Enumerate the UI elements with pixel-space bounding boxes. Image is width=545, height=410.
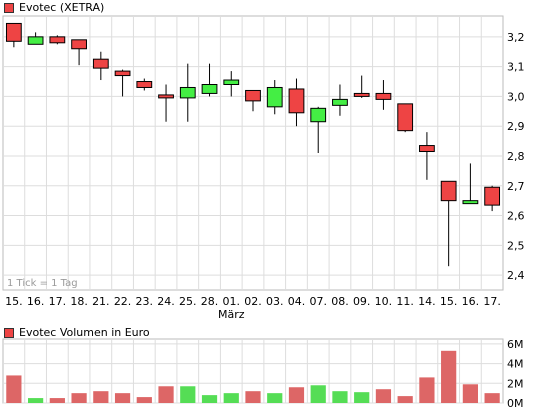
volume-ytick-label: 4M	[507, 358, 524, 371]
x-tick-label: 25.	[179, 295, 197, 308]
price-legend-label: Evotec (XETRA)	[19, 1, 105, 14]
price-ytick-label: 3,0	[507, 90, 525, 103]
volume-bar	[484, 393, 500, 403]
candle-body	[288, 88, 305, 114]
x-tick-label: 17.	[483, 295, 501, 308]
x-tick-label: 28.	[201, 295, 219, 308]
x-tick-label: 23.	[136, 295, 154, 308]
candle-body	[484, 186, 501, 206]
volume-bar	[288, 387, 305, 403]
volume-bar	[462, 384, 478, 403]
candle-body	[158, 94, 174, 99]
candle-body	[114, 70, 131, 77]
price-ytick-label: 2,9	[507, 120, 525, 133]
x-tick-label: 03.	[266, 295, 284, 308]
x-tick-label: 14.	[418, 295, 436, 308]
candle-body	[71, 39, 87, 50]
x-tick-label: 21.	[92, 295, 110, 308]
candle-body	[201, 84, 218, 94]
candle-body	[462, 200, 479, 205]
x-tick-label: 16.	[27, 295, 45, 308]
volume-bar	[201, 395, 218, 403]
candle-body	[245, 89, 261, 102]
volume-legend-swatch	[4, 327, 14, 338]
candle-body	[440, 180, 457, 202]
volume-legend-label: Evotec Volumen in Euro	[19, 326, 150, 339]
volume-bar	[28, 398, 44, 403]
x-tick-label: 15.	[5, 295, 23, 308]
price-plot-frame	[2, 15, 504, 291]
x-tick-label: 16.	[462, 295, 480, 308]
price-ytick-label: 2,5	[507, 239, 525, 252]
volume-bar	[245, 391, 261, 403]
volume-bar	[158, 386, 174, 403]
candle-body	[49, 36, 66, 44]
volume-bar	[419, 377, 435, 403]
volume-bar	[180, 386, 196, 403]
x-month-label: März	[218, 308, 245, 321]
candle-body	[353, 92, 370, 97]
x-tick-label: 18.	[70, 295, 88, 308]
x-tick-label: 01.	[223, 295, 241, 308]
price-y-axis: 2,4 2,5 2,6 2,7 2,8 2,9 3,0 3,1 3,2	[507, 31, 525, 282]
x-tick-label: 11.	[396, 295, 414, 308]
volume-bar	[267, 393, 283, 403]
x-tick-label: 04.	[288, 295, 306, 308]
volume-bar	[6, 375, 22, 403]
candle-body	[310, 107, 327, 123]
x-tick-label: 09.	[353, 295, 371, 308]
candle-body	[266, 86, 283, 108]
price-ytick-label: 2,7	[507, 180, 525, 193]
price-ytick-label: 2,6	[507, 210, 525, 223]
x-tick-label: 08.	[331, 295, 349, 308]
volume-bar	[93, 391, 109, 403]
volume-legend: Evotec Volumen in Euro	[4, 326, 150, 339]
candle-body	[92, 58, 109, 69]
candle-body	[5, 22, 22, 42]
x-tick-label: 10.	[375, 295, 393, 308]
x-tick-label: 02.	[244, 295, 262, 308]
volume-bar	[441, 350, 457, 403]
price-ytick-label: 2,8	[507, 150, 525, 163]
volume-ytick-label: 2M	[507, 377, 524, 390]
x-tick-label: 15.	[440, 295, 458, 308]
x-tick-label: 17.	[49, 295, 67, 308]
volume-bar	[397, 396, 413, 403]
volume-ytick-label: 6M	[507, 338, 524, 351]
tick-interval-note: 1 Tick = 1 Tag	[7, 278, 78, 289]
volume-bar	[114, 393, 131, 403]
volume-y-axis: 0M 2M 4M 6M	[507, 338, 524, 410]
volume-bar	[49, 398, 65, 403]
x-tick-label: 07.	[309, 295, 327, 308]
candle-body	[397, 103, 414, 132]
volume-bar	[375, 389, 392, 403]
price-grid	[2, 15, 504, 291]
volume-bar	[223, 393, 239, 403]
price-legend: Evotec (XETRA)	[4, 1, 104, 14]
candle-body	[223, 79, 240, 85]
volume-bars	[6, 350, 500, 403]
candle-body	[136, 81, 153, 88]
price-ytick-label: 3,1	[507, 61, 525, 74]
candle-body	[419, 145, 435, 153]
volume-grid	[2, 338, 504, 404]
price-ytick-label: 3,2	[507, 31, 525, 44]
x-tick-label: 22.	[114, 295, 132, 308]
x-axis: 15. 16. 17. 18. 21. 22. 23. 24. 25. 28. 01. 02. 03. 0…	[5, 295, 501, 321]
candle-body	[375, 92, 392, 100]
price-candles	[5, 22, 501, 267]
volume-bar	[71, 393, 87, 403]
volume-bar	[310, 385, 326, 403]
candle-body	[332, 98, 348, 106]
volume-bar	[136, 397, 152, 403]
price-legend-swatch	[4, 2, 14, 13]
volume-bar	[354, 392, 370, 403]
candle-body	[179, 86, 196, 99]
candle-body	[27, 36, 44, 45]
volume-ytick-label: 0M	[507, 397, 524, 410]
x-tick-label: 24.	[157, 295, 175, 308]
volume-bar	[332, 391, 348, 403]
price-ytick-label: 2,4	[507, 269, 525, 282]
